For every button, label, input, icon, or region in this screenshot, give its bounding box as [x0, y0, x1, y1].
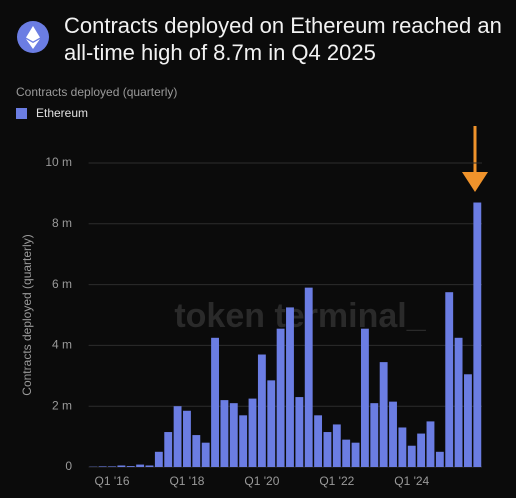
- bar: [379, 362, 388, 467]
- legend-swatch: [16, 108, 27, 119]
- bar: [117, 465, 126, 467]
- logo-diamond: [26, 26, 40, 49]
- x-tick-label: Q1 '18: [169, 474, 204, 488]
- bar: [426, 421, 435, 467]
- bar: [257, 354, 266, 467]
- header: Contracts deployed on Ethereum reached a…: [14, 10, 504, 70]
- y-tick-label: 0: [65, 459, 72, 473]
- y-tick-label: 10 m: [45, 155, 72, 169]
- bar: [445, 292, 454, 467]
- y-tick-label: 6 m: [52, 277, 72, 291]
- legend-label: Ethereum: [36, 106, 88, 120]
- y-axis-label: Contracts deployed (quarterly): [20, 234, 34, 395]
- x-tick-label: Q1 '16: [95, 474, 130, 488]
- bar: [239, 415, 248, 467]
- bar: [473, 202, 482, 467]
- bar: [332, 424, 341, 467]
- bar: [351, 442, 360, 467]
- x-tick-label: Q1 '22: [319, 474, 354, 488]
- bar: [417, 433, 426, 467]
- bar: [370, 403, 379, 467]
- y-tick-label: 2 m: [52, 398, 72, 412]
- bar: [164, 432, 173, 467]
- bar: [267, 380, 276, 467]
- bar: [464, 374, 472, 467]
- x-tick-label: Q1 '20: [244, 474, 279, 488]
- bar: [192, 435, 201, 467]
- chart-title: Contracts deployed on Ethereum reached a…: [64, 13, 502, 65]
- bar: [360, 328, 369, 467]
- bar: [183, 410, 191, 467]
- bar: [154, 451, 163, 467]
- bar: [276, 328, 285, 467]
- bar: [295, 397, 304, 467]
- bar: [454, 337, 463, 467]
- bar: [229, 403, 238, 467]
- legend-title: Contracts deployed (quarterly): [16, 85, 177, 99]
- bar: [286, 307, 294, 467]
- bar: [407, 445, 416, 467]
- bar: [108, 466, 116, 467]
- watermark: token terminal_: [174, 297, 426, 335]
- y-tick-label: 4 m: [52, 338, 72, 352]
- x-tick-label: Q1 '24: [394, 474, 429, 488]
- bar: [304, 287, 313, 467]
- annotation-arrow: [462, 126, 488, 192]
- bar: [220, 400, 229, 467]
- bar: [389, 401, 397, 467]
- bar: [323, 432, 332, 467]
- y-tick-label: 8 m: [52, 216, 72, 230]
- arrow-head: [462, 172, 488, 192]
- bar: [98, 466, 107, 467]
- bar: [173, 406, 182, 467]
- eth-logo: [17, 21, 49, 53]
- bar: [248, 398, 257, 467]
- bar: [398, 427, 407, 467]
- bar: [435, 451, 444, 467]
- bar: [145, 465, 154, 467]
- bar: [342, 439, 351, 467]
- bar: [314, 415, 323, 467]
- bar: [201, 442, 210, 467]
- bar: [136, 464, 145, 467]
- bar: [126, 466, 135, 467]
- bar: [211, 337, 219, 467]
